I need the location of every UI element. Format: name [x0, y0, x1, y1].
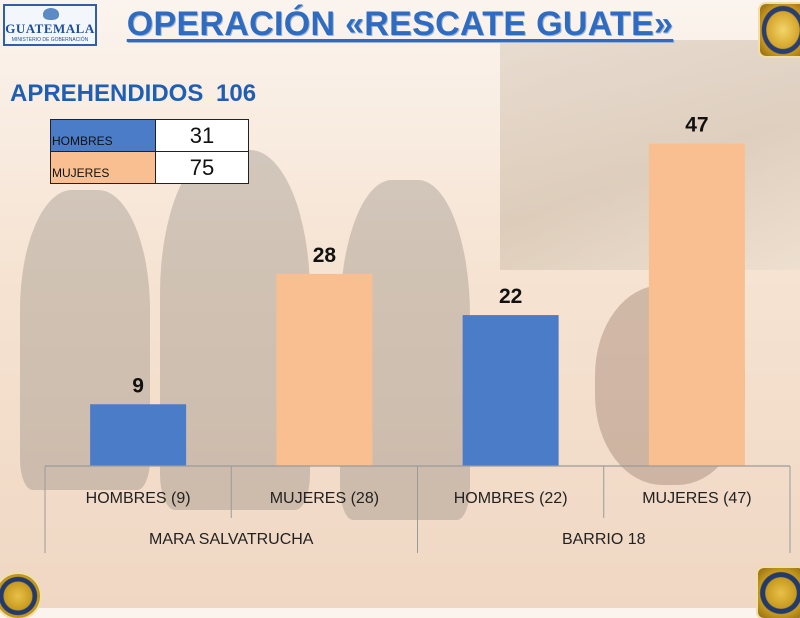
ministry-logo: GUATEMALA MINISTERIO DE GOBERNACIÓN	[3, 4, 97, 46]
tick-label: MUJERES (28)	[270, 490, 379, 507]
tick-label: HOMBRES (9)	[86, 490, 191, 507]
group-label: BARRIO 18	[562, 531, 646, 548]
summary-value-hombres: 31	[155, 119, 249, 152]
group-label: MARA SALVATRUCHA	[149, 531, 314, 548]
crest-icon	[43, 8, 59, 20]
data-label: 9	[132, 374, 144, 397]
bar	[462, 315, 559, 466]
bar	[276, 273, 373, 466]
bar	[90, 404, 187, 466]
total-label: APREHENDIDOS	[10, 80, 204, 107]
logo-text: GUATEMALA	[5, 21, 95, 36]
tick-label: MUJERES (47)	[642, 490, 751, 507]
data-label: 47	[685, 114, 708, 137]
bar	[648, 143, 745, 466]
total-value: 106	[216, 80, 257, 107]
slide-title: OPERACIÓN «RESCATE GUATE»	[126, 5, 674, 43]
data-label: 28	[313, 244, 337, 267]
summary-table: HOMBRES 31 MUJERES 75	[50, 119, 249, 184]
summary-row: MUJERES 75	[50, 151, 249, 184]
total-arrests: APREHENDIDOS 106	[10, 80, 256, 108]
summary-label-mujeres: MUJERES	[50, 151, 156, 184]
police-seal-icon	[760, 4, 800, 56]
data-label: 22	[499, 285, 522, 308]
summary-value-mujeres: 75	[155, 151, 249, 184]
tick-label: HOMBRES (22)	[454, 490, 568, 507]
logo-subtext: MINISTERIO DE GOBERNACIÓN	[11, 37, 89, 43]
